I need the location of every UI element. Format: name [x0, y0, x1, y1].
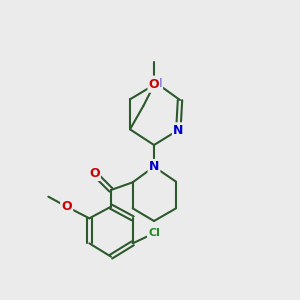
Text: N: N [173, 124, 184, 136]
Text: O: O [89, 167, 100, 180]
Text: O: O [149, 79, 159, 92]
Text: Cl: Cl [148, 228, 160, 238]
Text: N: N [152, 77, 162, 90]
Text: O: O [61, 200, 72, 213]
Text: N: N [149, 160, 159, 173]
